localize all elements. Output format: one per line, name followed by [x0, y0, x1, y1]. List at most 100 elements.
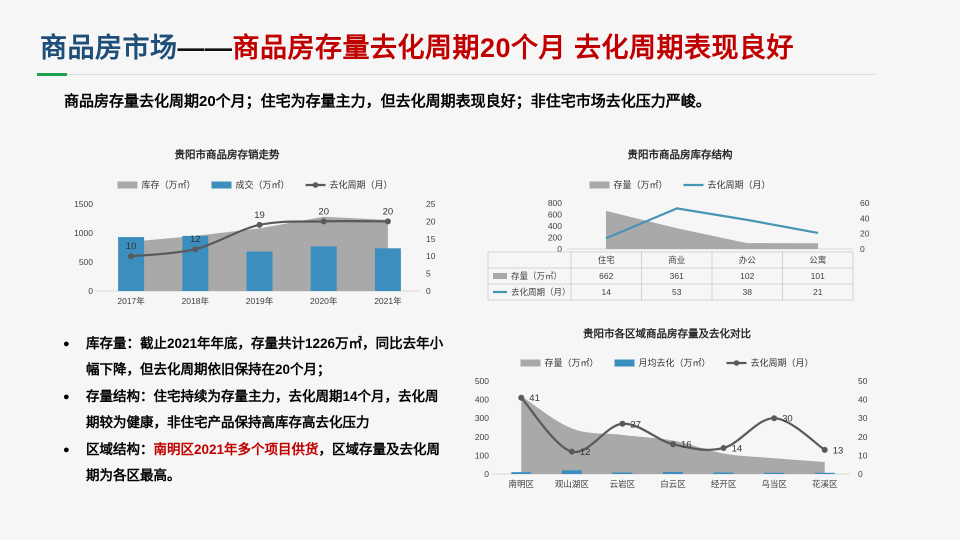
left-axis-tick: 1500 — [74, 199, 93, 209]
data-label: 41 — [529, 393, 540, 404]
line-marker — [256, 221, 263, 228]
table-value-cell: 662 — [599, 271, 613, 281]
x-axis-label: 经开区 — [711, 479, 737, 489]
right-axis-tick: 5 — [426, 269, 431, 279]
chart-title: 贵阳市商品房库存结构 — [628, 148, 733, 161]
right-axis-tick: 50 — [858, 376, 868, 386]
table-value-cell: 38 — [743, 287, 753, 297]
line-marker — [821, 446, 828, 453]
data-label: 12 — [190, 234, 201, 245]
bullet-marker: ● — [63, 391, 70, 403]
legend-label: 月均去化（万㎡） — [639, 357, 711, 368]
table-header-cell: 公寓 — [809, 255, 826, 265]
right-axis-tick: 60 — [860, 198, 870, 208]
left-axis-tick: 200 — [475, 432, 489, 442]
left-axis-tick: 300 — [475, 413, 489, 423]
area-series — [521, 395, 825, 474]
table-value-cell: 102 — [740, 271, 754, 281]
data-label: 13 — [833, 445, 844, 456]
x-axis-label: 2021年 — [374, 296, 402, 306]
right-axis-tick: 25 — [426, 199, 436, 209]
x-axis-label: 2019年 — [246, 296, 274, 306]
bullet-text: 截止2021年年底，存量共计1226万㎡，同比去年小幅下降，但去化周期依旧保持在… — [86, 336, 444, 377]
bar — [511, 472, 532, 474]
table-value-cell: 14 — [602, 287, 612, 297]
legend-marker-dot — [312, 182, 319, 188]
data-label: 14 — [732, 443, 743, 454]
left-axis-tick: 500 — [79, 257, 93, 267]
title-divider — [37, 73, 875, 76]
x-axis-label: 2017年 — [117, 296, 145, 306]
x-axis-label: 花溪区 — [812, 479, 838, 489]
x-axis-label: 2020年 — [310, 296, 338, 306]
left-axis-tick: 400 — [548, 221, 562, 231]
left-axis-tick: 0 — [484, 469, 489, 479]
bullet-label: 库存量： — [86, 336, 140, 351]
left-axis-tick: 1000 — [74, 228, 93, 238]
bar — [612, 472, 633, 474]
data-label: 19 — [254, 210, 265, 221]
divider-accent-green — [37, 73, 67, 76]
bullet-label: 区域结构： — [86, 442, 154, 457]
left-axis-tick: 800 — [548, 198, 562, 208]
right-axis-tick: 10 — [426, 251, 436, 261]
legend-swatch — [117, 181, 138, 189]
table-row-swatch — [493, 273, 507, 279]
chart-title: 贵阳市商品房存销走势 — [175, 148, 280, 161]
line-marker — [192, 246, 199, 253]
line-marker — [518, 394, 525, 401]
right-axis-tick: 10 — [858, 450, 868, 460]
chart-title: 贵阳市各区域商品房存量及去化对比 — [583, 327, 751, 340]
line-series — [605, 207, 819, 240]
x-axis-label: 观山湖区 — [555, 479, 590, 489]
bar — [561, 470, 582, 474]
legend-label: 去化周期（月） — [751, 357, 814, 368]
bar — [182, 235, 209, 291]
legend-marker-dot — [733, 360, 740, 366]
line-marker — [670, 441, 676, 448]
right-axis-tick: 0 — [858, 469, 863, 479]
bar — [310, 246, 337, 291]
x-axis-label: 南明区 — [509, 479, 535, 489]
right-axis-tick: 20 — [426, 216, 436, 226]
line-marker — [720, 444, 727, 451]
x-axis-label: 乌当区 — [761, 479, 787, 489]
right-axis-tick: 20 — [858, 432, 868, 442]
left-axis-tick: 600 — [548, 210, 562, 220]
bullet-list: ● 库存量：截止2021年年底，存量共计1226万㎡，同比去年小幅下降，但去化周期… — [62, 331, 444, 490]
right-axis-tick: 40 — [860, 213, 870, 223]
bar — [713, 472, 734, 474]
bar — [246, 251, 273, 291]
line-marker — [128, 253, 135, 260]
bullet-region-structure: ● 区域结构：南明区2021年多个项目供货，区域存量及去化周期为各区最高。 — [62, 437, 444, 489]
title-dash: —— — [177, 33, 233, 63]
bullet-text: 住宅持续为存量主力，去化周期14个月，去化周期较为健康，非住宅产品保持高库存高去… — [86, 389, 439, 430]
page-title: 商品房市场——商品房存量去化周期20个月 去化周期表现良好 — [40, 26, 794, 65]
line-marker — [384, 218, 391, 225]
line-marker — [619, 420, 626, 427]
left-axis-tick: 0 — [88, 286, 93, 296]
bar — [764, 472, 785, 474]
data-label: 10 — [126, 241, 137, 252]
legend-swatch — [211, 181, 232, 189]
table-value-cell: 361 — [670, 271, 684, 281]
x-axis-label: 白云区 — [660, 479, 686, 489]
data-label: 16 — [681, 440, 692, 451]
legend-label: 存量（万㎡） — [545, 357, 599, 368]
left-axis-tick: 500 — [475, 376, 489, 386]
line-marker — [771, 415, 778, 422]
table-row-label: 去化周期（月） — [511, 287, 571, 297]
bullet-inventory-total: ● 库存量：截止2021年年底，存量共计1226万㎡，同比去年小幅下降，但去化周期… — [62, 331, 444, 383]
table-header-cell: 办公 — [739, 255, 757, 265]
line-marker — [320, 218, 327, 225]
legend-label: 库存（万㎡） — [142, 179, 196, 190]
left-axis-tick: 400 — [475, 395, 489, 405]
legend-label: 存量（万㎡） — [614, 179, 668, 190]
data-label: 20 — [383, 206, 394, 217]
legend-swatch — [614, 359, 635, 367]
bullet-text-highlight: 南明区2021年多个项目供货 — [153, 442, 319, 457]
